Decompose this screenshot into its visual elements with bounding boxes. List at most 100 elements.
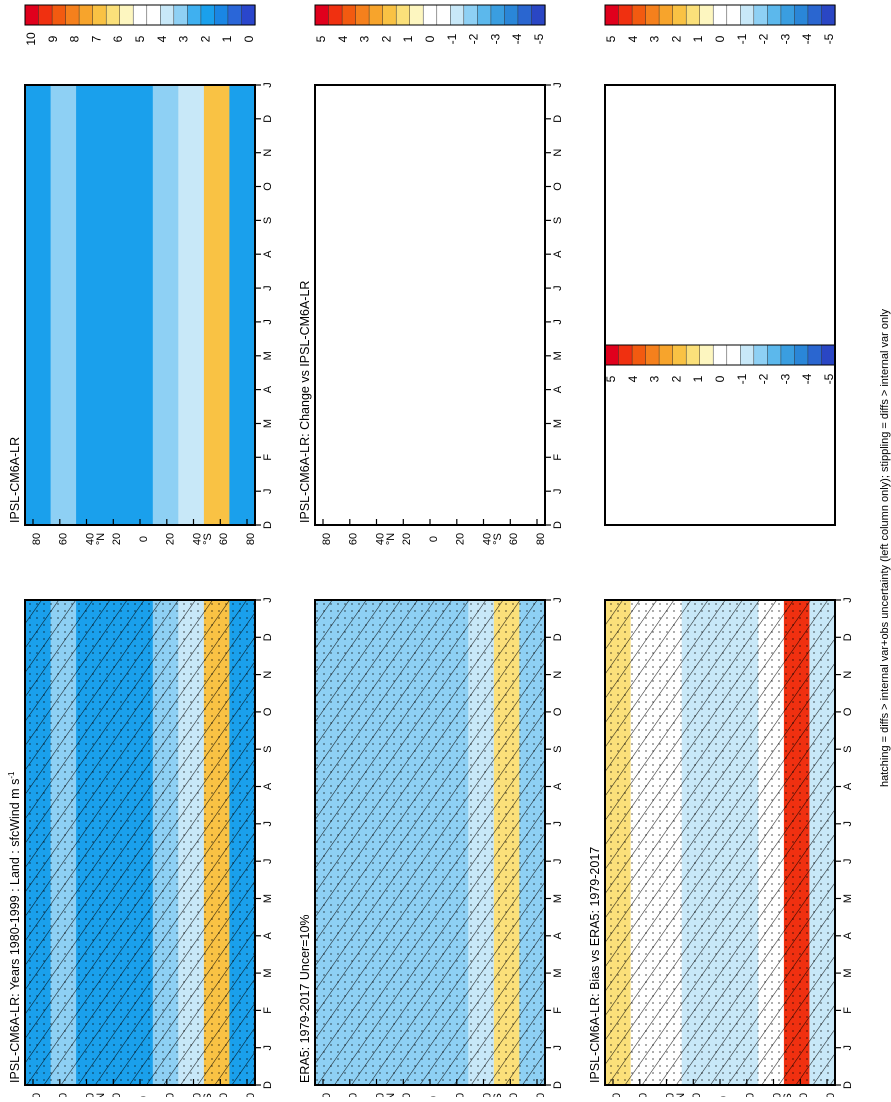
colorbar-swatch — [645, 4, 660, 26]
colorbar-tick-label: -1 — [735, 373, 749, 384]
colorbar-frame — [604, 4, 836, 26]
heat-band — [442, 85, 469, 525]
month-tick-label: M — [842, 969, 854, 978]
colorbar-swatch — [531, 4, 546, 26]
month-tick-label: J — [552, 285, 564, 291]
colorbar-tick-label: 5 — [604, 35, 618, 42]
month-tick-label: J — [262, 82, 274, 88]
month-tick-label: A — [262, 782, 274, 790]
heat-band — [519, 85, 546, 525]
colorbar-tick-label: 7 — [89, 35, 103, 42]
colorbar-tick-label: 5 — [604, 375, 618, 382]
colorbar-tick-label: 0 — [713, 375, 727, 382]
lat-tick-label: 20 — [455, 533, 467, 545]
colorbar-tick-label: 3 — [648, 35, 662, 42]
colorbar-swatch — [368, 4, 384, 26]
colorbar-swatch — [382, 4, 397, 26]
heat-band — [203, 85, 230, 525]
colorbar-swatch — [604, 4, 620, 26]
colorbar-swatch — [24, 4, 40, 26]
month-tick-label: M — [552, 419, 564, 428]
lat-hemisphere-label: °S — [202, 1093, 214, 1097]
lat-tick-label: 80 — [321, 533, 333, 545]
colorbar-swatch — [92, 4, 107, 26]
heat-band — [50, 85, 77, 525]
month-tick-label: J — [262, 488, 274, 494]
month-tick-label: A — [552, 385, 564, 393]
lat-tick-label: 80 — [535, 533, 547, 545]
month-tick-label: D — [552, 1081, 564, 1089]
month-tick-label: S — [552, 746, 564, 753]
colorbar-swatch — [740, 344, 755, 366]
heat-band — [340, 85, 367, 525]
month-tick-label: S — [262, 746, 274, 753]
lat-tick-label: 0 — [138, 536, 150, 542]
colorbar-swatch — [436, 4, 451, 26]
colorbar-tick-label: -5 — [822, 373, 836, 384]
colorbar-swatch — [753, 4, 768, 26]
month-tick-label: A — [262, 385, 274, 393]
colorbar-tick-label: -3 — [778, 373, 792, 384]
colorbar-tick-label: -1 — [735, 33, 749, 44]
colorbar-swatch — [780, 4, 796, 26]
colorbar-swatch — [355, 4, 370, 26]
heat-band — [229, 85, 256, 525]
month-tick-label: M — [262, 419, 274, 428]
heat-band — [76, 85, 103, 525]
month-tick-label: N — [552, 671, 564, 679]
colorbar-tick-label: 1 — [401, 35, 415, 42]
colorbar-tick-label: -5 — [532, 33, 546, 44]
month-tick-label: M — [552, 894, 564, 903]
lat-tick-label: 80 — [245, 533, 257, 545]
month-tick-label: F — [262, 454, 274, 461]
lat-hemisphere-label: °N — [385, 1093, 397, 1097]
lat-tick-label: 60 — [218, 533, 230, 545]
colorbar-swatch — [173, 4, 188, 26]
lat-tick-label: 20 — [111, 1093, 123, 1097]
colorbar-frame — [24, 4, 256, 26]
month-tick-label: D — [262, 633, 274, 641]
heat-band — [315, 85, 342, 525]
month-tick-label: D — [552, 115, 564, 123]
colorbar-tick-label: -4 — [510, 33, 524, 44]
month-tick-label: J — [842, 858, 854, 864]
colorbar-swatch — [712, 344, 728, 366]
lat-tick-label: 20 — [165, 1093, 177, 1097]
month-tick-label: J — [552, 1045, 564, 1051]
month-tick-label: J — [262, 597, 274, 603]
colorbar-tick-label: 10 — [24, 32, 38, 46]
month-tick-label: M — [842, 894, 854, 903]
lat-hemisphere-label: °N — [95, 533, 107, 545]
month-tick-label: A — [552, 250, 564, 258]
lat-tick-label: 0 — [428, 536, 440, 542]
colorbar-tick-label: -3 — [778, 33, 792, 44]
colorbar-tick-label: 2 — [379, 35, 393, 42]
lat-tick-label: 20 — [745, 1093, 757, 1097]
panel-p6: 5 4 3 2 1 0 -1 -2 -3 -4 -5 — [604, 4, 836, 526]
colorbar-swatch — [314, 4, 330, 26]
month-tick-label: O — [552, 182, 564, 191]
lat-hemisphere-label: °N — [675, 1093, 687, 1097]
month-tick-label: N — [842, 671, 854, 679]
colorbar-swatch — [699, 4, 714, 26]
colorbar-swatch — [409, 4, 424, 26]
month-tick-label: J — [552, 821, 564, 827]
lat-tick-label: 40 — [374, 533, 386, 545]
month-tick-label: D — [842, 1081, 854, 1089]
month-tick-label: J — [262, 285, 274, 291]
lat-tick-label: 80 — [535, 1093, 547, 1097]
colorbar-tick-label: 2 — [198, 35, 212, 42]
colorbar-tick-label: 1 — [691, 35, 705, 42]
colorbar-tick-label: -5 — [822, 33, 836, 44]
colorbar-swatch — [767, 4, 782, 26]
month-tick-label: S — [552, 217, 564, 224]
month-tick-label: N — [552, 149, 564, 157]
colorbar-swatch — [65, 4, 80, 26]
colorbar-swatch — [187, 4, 202, 26]
heat-band — [366, 85, 393, 525]
month-tick-label: M — [552, 969, 564, 978]
heat-band — [25, 85, 52, 525]
colorbar-tick-label: 0 — [242, 35, 256, 42]
